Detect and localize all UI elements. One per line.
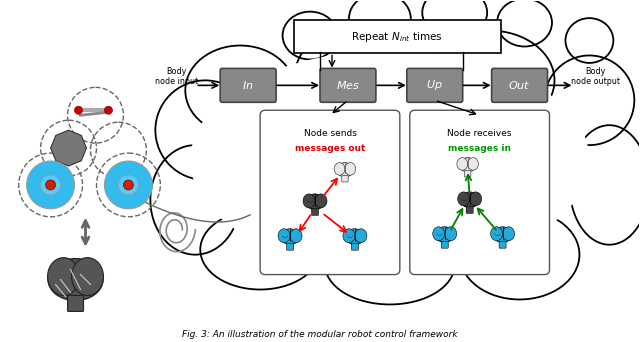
Ellipse shape bbox=[545, 55, 634, 145]
Ellipse shape bbox=[461, 192, 479, 208]
Ellipse shape bbox=[493, 227, 511, 243]
Ellipse shape bbox=[325, 225, 454, 304]
Ellipse shape bbox=[283, 12, 337, 60]
Circle shape bbox=[104, 161, 152, 209]
FancyBboxPatch shape bbox=[68, 295, 83, 312]
Ellipse shape bbox=[295, 26, 425, 125]
FancyBboxPatch shape bbox=[342, 175, 348, 182]
Text: $\it{Mes}$: $\it{Mes}$ bbox=[336, 79, 360, 91]
Text: $\it{Out}$: $\it{Out}$ bbox=[508, 79, 531, 91]
Ellipse shape bbox=[460, 210, 579, 300]
FancyBboxPatch shape bbox=[260, 110, 400, 275]
FancyBboxPatch shape bbox=[351, 243, 358, 250]
FancyBboxPatch shape bbox=[499, 241, 506, 248]
Ellipse shape bbox=[72, 258, 104, 295]
Ellipse shape bbox=[470, 192, 482, 206]
Ellipse shape bbox=[156, 80, 255, 180]
Circle shape bbox=[104, 106, 113, 114]
Text: Node sends: Node sends bbox=[303, 129, 356, 137]
Ellipse shape bbox=[343, 229, 355, 243]
Ellipse shape bbox=[303, 194, 315, 208]
Ellipse shape bbox=[337, 163, 353, 177]
FancyBboxPatch shape bbox=[465, 171, 471, 177]
Text: $\it{Up}$: $\it{Up}$ bbox=[426, 78, 443, 92]
Ellipse shape bbox=[48, 259, 103, 301]
Text: Body
node input: Body node input bbox=[155, 67, 198, 86]
Ellipse shape bbox=[570, 125, 640, 245]
Ellipse shape bbox=[345, 163, 356, 175]
Ellipse shape bbox=[349, 0, 411, 44]
Ellipse shape bbox=[334, 163, 345, 175]
FancyBboxPatch shape bbox=[410, 110, 550, 275]
Circle shape bbox=[124, 180, 133, 190]
Ellipse shape bbox=[491, 227, 502, 241]
FancyBboxPatch shape bbox=[407, 68, 463, 102]
Circle shape bbox=[118, 175, 138, 195]
Ellipse shape bbox=[422, 0, 487, 39]
Ellipse shape bbox=[346, 229, 364, 245]
Ellipse shape bbox=[468, 158, 479, 170]
Ellipse shape bbox=[425, 30, 554, 130]
Ellipse shape bbox=[436, 227, 454, 243]
Ellipse shape bbox=[306, 194, 324, 210]
Ellipse shape bbox=[290, 229, 302, 243]
FancyBboxPatch shape bbox=[294, 19, 500, 53]
FancyBboxPatch shape bbox=[320, 68, 376, 102]
Ellipse shape bbox=[200, 210, 320, 290]
Ellipse shape bbox=[502, 227, 515, 241]
FancyBboxPatch shape bbox=[466, 206, 473, 213]
Text: $\it{In}$: $\it{In}$ bbox=[243, 79, 254, 91]
Text: Repeat $N_{int}$ times: Repeat $N_{int}$ times bbox=[351, 29, 443, 43]
Circle shape bbox=[74, 106, 83, 114]
Text: messages in: messages in bbox=[448, 144, 511, 153]
FancyBboxPatch shape bbox=[492, 68, 547, 102]
Text: messages out: messages out bbox=[295, 144, 365, 153]
Ellipse shape bbox=[315, 194, 327, 208]
Ellipse shape bbox=[433, 227, 445, 241]
Ellipse shape bbox=[460, 158, 476, 172]
Ellipse shape bbox=[186, 45, 295, 135]
Text: Body
node output: Body node output bbox=[571, 67, 620, 86]
Ellipse shape bbox=[566, 18, 613, 63]
FancyBboxPatch shape bbox=[220, 68, 276, 102]
Ellipse shape bbox=[458, 192, 470, 206]
FancyBboxPatch shape bbox=[287, 243, 294, 250]
FancyBboxPatch shape bbox=[312, 208, 319, 215]
Ellipse shape bbox=[47, 258, 79, 295]
Ellipse shape bbox=[190, 51, 589, 269]
Ellipse shape bbox=[278, 229, 290, 243]
Ellipse shape bbox=[150, 145, 240, 255]
FancyBboxPatch shape bbox=[441, 241, 448, 248]
Circle shape bbox=[27, 161, 74, 209]
Ellipse shape bbox=[281, 229, 299, 245]
Ellipse shape bbox=[355, 229, 367, 243]
Text: Fig. 3: An illustration of the modular robot control framework: Fig. 3: An illustration of the modular r… bbox=[182, 330, 458, 339]
Circle shape bbox=[40, 175, 61, 195]
Text: Node receives: Node receives bbox=[447, 129, 512, 137]
Ellipse shape bbox=[497, 0, 552, 47]
Ellipse shape bbox=[457, 158, 468, 170]
Circle shape bbox=[45, 180, 56, 190]
Ellipse shape bbox=[445, 227, 457, 241]
